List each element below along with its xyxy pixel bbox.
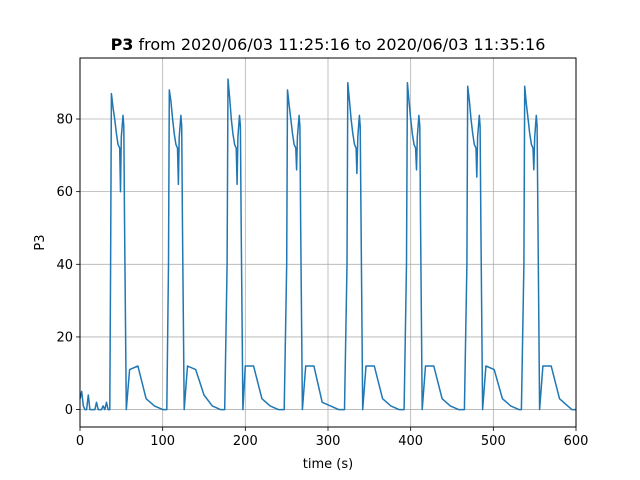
y-tick-label: 0 bbox=[65, 403, 73, 418]
axis-ticks: 0 100 200 300 400 500 600 0 20 40 60 80 bbox=[56, 113, 588, 449]
x-tick-label: 0 bbox=[76, 434, 84, 449]
y-tick-label: 80 bbox=[56, 113, 73, 128]
y-axis-label: P3 bbox=[33, 234, 48, 250]
x-tick-label: 400 bbox=[398, 434, 423, 449]
chart-title-series: P3 bbox=[111, 35, 134, 54]
x-tick-label: 500 bbox=[481, 434, 506, 449]
y-tick-label: 60 bbox=[56, 185, 73, 200]
x-tick-label: 200 bbox=[233, 434, 258, 449]
chart-title-range: from 2020/06/03 11:25:16 to 2020/06/03 1… bbox=[133, 35, 545, 54]
x-tick-label: 100 bbox=[150, 434, 175, 449]
y-tick-label: 40 bbox=[56, 258, 73, 273]
x-tick-label: 600 bbox=[564, 434, 589, 449]
x-tick-label: 300 bbox=[316, 434, 341, 449]
y-tick-label: 20 bbox=[56, 330, 73, 345]
series-layer bbox=[79, 78, 576, 411]
x-axis-label: time (s) bbox=[303, 457, 353, 472]
series-line bbox=[79, 78, 576, 411]
chart-title: P3 from 2020/06/03 11:25:16 to 2020/06/0… bbox=[111, 35, 546, 54]
